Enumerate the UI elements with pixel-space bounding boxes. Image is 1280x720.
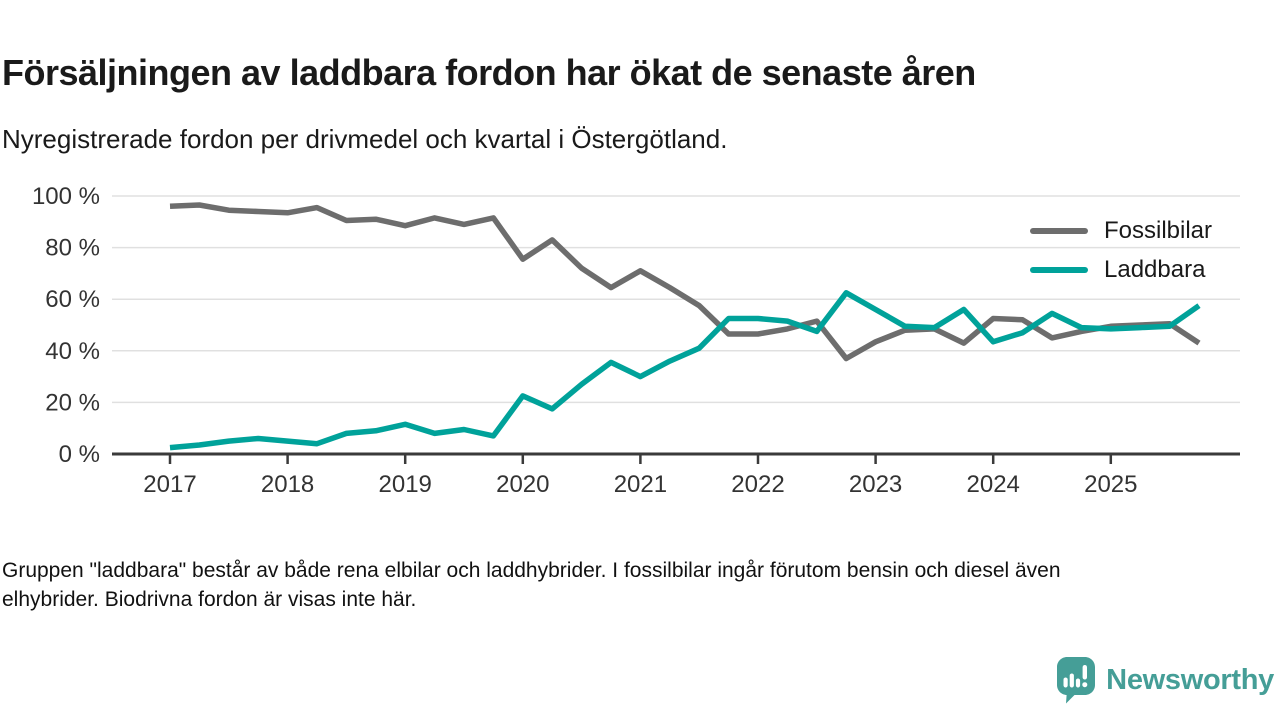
y-axis-tick-label: 100 % — [32, 183, 100, 210]
series-line-laddbara — [169, 290, 1201, 451]
x-axis-tick-label: 2024 — [967, 471, 1020, 498]
logo-exclamation-dot — [1082, 682, 1088, 688]
brand-logo: Newsworthy — [1057, 657, 1274, 704]
newsworthy-bubble-icon — [1057, 657, 1096, 704]
footnote-line-2: elhybrider. Biodrivna fordon är visas in… — [2, 588, 417, 611]
y-axis-tick-label: 0 % — [59, 441, 100, 468]
x-axis-tick-label: 2020 — [496, 471, 549, 498]
brand-name: Newsworthy — [1106, 664, 1274, 696]
x-axis-tick-label: 2023 — [849, 471, 902, 498]
logo-bar-2 — [1069, 673, 1075, 688]
logo-bar-1 — [1063, 677, 1068, 688]
x-axis-tick-label: 2019 — [379, 471, 432, 498]
legend-label-fossilbilar: Fossilbilar — [1104, 217, 1213, 244]
fossilbilar-line-swatch — [1030, 228, 1088, 234]
y-axis-tick-label: 20 % — [45, 389, 100, 416]
y-axis-tick-label: 80 % — [45, 235, 100, 262]
y-axis-tick-label: 40 % — [45, 338, 100, 365]
x-axis-tick-label: 2022 — [731, 471, 784, 498]
series-line-fossilbilar — [169, 202, 1201, 362]
y-axis-tick-label: 60 % — [45, 286, 100, 313]
page-title: Försäljningen av laddbara fordon har öka… — [2, 52, 976, 94]
logo-exclamation-bar — [1082, 665, 1088, 680]
x-axis-tick-label: 2017 — [143, 471, 196, 498]
legend-item-laddbara: Laddbara — [1030, 251, 1212, 289]
legend-label-laddbara: Laddbara — [1104, 256, 1206, 283]
legend-item-fossilbilar: Fossilbilar — [1030, 212, 1212, 250]
chart-legend: Fossilbilar Laddbara — [1030, 212, 1212, 289]
footnote-line-1: Gruppen "laddbara" består av både rena e… — [2, 559, 1061, 582]
x-axis-tick-label: 2021 — [614, 471, 667, 498]
laddbara-line-swatch — [1030, 267, 1088, 273]
x-axis-tick-label: 2018 — [261, 471, 314, 498]
chart-subtitle: Nyregistrerade fordon per drivmedel och … — [2, 124, 728, 154]
logo-bar-3 — [1076, 678, 1081, 688]
x-axis-tick-label: 2025 — [1084, 471, 1137, 498]
chart-footnote: Gruppen "laddbara" består av både rena e… — [2, 556, 1232, 614]
